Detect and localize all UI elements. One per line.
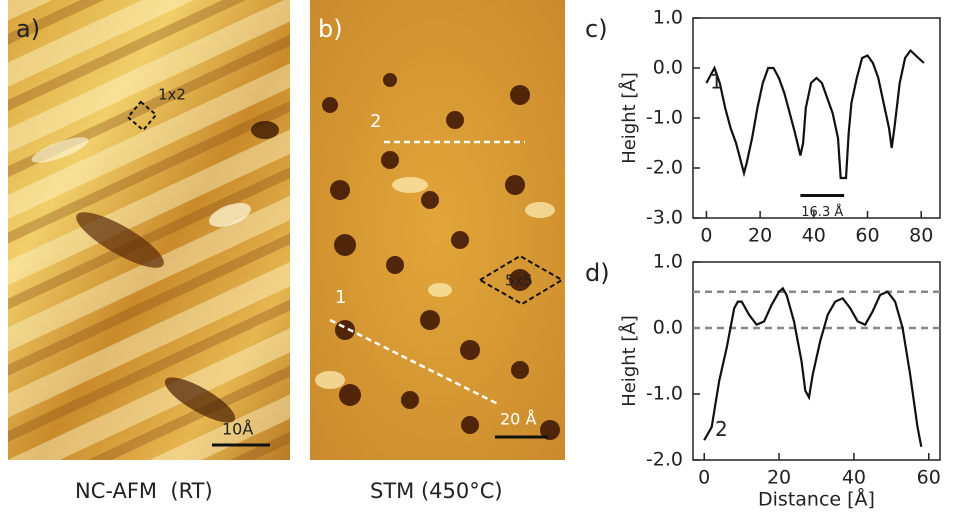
stm-image	[310, 0, 565, 460]
x-tick-label: 60	[855, 225, 879, 247]
annotation: 2	[715, 417, 728, 441]
y-tick-label: -2.0	[646, 449, 683, 471]
plot-frame	[692, 261, 941, 461]
x-axis-label: Distance [Å]	[758, 488, 875, 511]
annotation: 1	[335, 287, 346, 308]
afm-image	[8, 0, 290, 460]
y-tick-label: -2.0	[646, 157, 683, 179]
y-tick-label: -3.0	[646, 207, 683, 229]
scale-bar-label: 20 Å	[500, 410, 536, 429]
annotation: 1x2	[158, 86, 186, 104]
y-tick-label: -1.0	[646, 107, 683, 129]
panel-label: c)	[585, 15, 608, 43]
y-tick-label: 1.0	[653, 251, 683, 273]
annotation: 2	[370, 111, 381, 132]
x-tick-label: 20	[767, 467, 791, 489]
caption: STM (450°C)	[370, 479, 503, 503]
x-tick-label: 40	[842, 467, 866, 489]
caption: NC-AFM (RT)	[75, 479, 213, 503]
scale-bar-label: 16.3 Å	[801, 204, 843, 220]
annotation: 5x5	[505, 272, 533, 290]
panel-label: b)	[318, 15, 343, 43]
y-tick-label: -1.0	[646, 383, 683, 405]
panel-label: a)	[16, 15, 40, 43]
scale-bar-label: 10Å	[222, 420, 253, 439]
y-axis-label: Height [Å]	[618, 72, 640, 164]
x-tick-label: 0	[700, 225, 712, 247]
y-tick-label: 1.0	[653, 7, 683, 29]
x-tick-label: 40	[802, 225, 826, 247]
profile-line	[703, 286, 923, 448]
panel-label: d)	[585, 259, 610, 287]
y-axis-label: Height [Å]	[618, 315, 640, 407]
annotation: 1	[710, 70, 723, 94]
profile-line	[705, 48, 925, 180]
x-tick-label: 0	[698, 467, 710, 489]
x-tick-label: 80	[909, 225, 933, 247]
plot-frame	[692, 17, 941, 219]
y-tick-label: 0.0	[653, 317, 683, 339]
x-tick-label: 20	[748, 225, 772, 247]
x-tick-label: 60	[917, 467, 941, 489]
y-tick-label: 0.0	[653, 57, 683, 79]
